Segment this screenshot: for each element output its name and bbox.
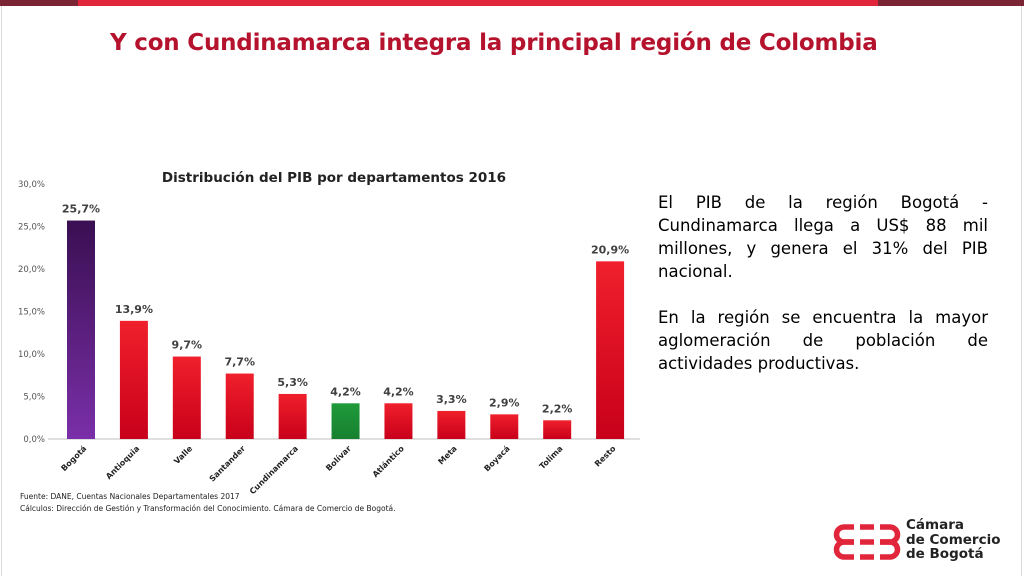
x-tick-label: Boyacá <box>482 444 511 473</box>
x-tick-label: Bogotá <box>59 444 88 473</box>
logo-line-3: de Bogotá <box>906 546 984 562</box>
value-label: 20,9% <box>591 243 629 256</box>
paragraph-gdp: El PIB de la región Bogotá - Cundinamarc… <box>658 193 988 281</box>
slide-title: Y con Cundinamarca integra la principal … <box>110 30 878 56</box>
value-label: 4,2% <box>330 385 361 398</box>
y-tick-label: 10,0% <box>18 350 45 360</box>
paragraph-population: En la región se encuentra la mayor aglom… <box>658 308 988 373</box>
x-tick-label: Atlántico <box>371 444 406 479</box>
bar-boyacá <box>490 414 519 439</box>
bar-atlántico <box>384 403 413 439</box>
ccb-logo: Cámara de Comercio de Bogotá <box>832 518 1012 562</box>
x-tick-label: Bolívar <box>324 444 353 473</box>
value-label: 13,9% <box>115 303 153 316</box>
chart-title: Distribución del PIB por departamentos 2… <box>162 170 506 186</box>
chart-svg: Distribución del PIB por departamentos 2… <box>18 170 640 496</box>
bar-tolima <box>543 420 572 439</box>
y-tick-label: 15,0% <box>18 308 45 318</box>
value-label: 7,7% <box>224 356 255 369</box>
top-bar-accent <box>78 0 878 6</box>
value-label: 5,3% <box>277 376 308 389</box>
logo-line-1: Cámara <box>906 517 964 533</box>
text-panel: El PIB de la región Bogotá - Cundinamarc… <box>658 191 988 398</box>
x-tick-label: Cundinamarca <box>248 444 300 496</box>
ccb-logo-wordmark: Cámara de Comercio de Bogotá <box>906 518 1001 562</box>
bar-resto <box>596 261 625 439</box>
value-labels: 25,7% 13,9% 9,7% 7,7% 5,3% 4,2% 4,2% 3,3% 2,9% 2,… <box>62 203 629 416</box>
y-tick-label: 30,0% <box>18 180 45 190</box>
bar-antioquia <box>119 320 148 439</box>
value-label: 2,9% <box>489 396 520 409</box>
logo-line-2: de Comercio <box>906 531 1001 548</box>
ccb-logo-icon <box>833 524 901 560</box>
y-axis: 0,0% 5,0% 10,0% 15,0% 20,0% 25,0% 30,0% <box>18 180 45 445</box>
value-label: 25,7% <box>62 203 100 216</box>
x-tick-label: Resto <box>593 444 618 469</box>
right-border <box>1021 6 1022 576</box>
y-tick-label: 25,0% <box>18 223 45 233</box>
y-tick-label: 5,0% <box>23 393 45 403</box>
x-axis-labels: Bogotá Antioquia Valle Santander Cundinamarc… <box>59 444 617 496</box>
gdp-bar-chart: Distribución del PIB por departamentos 2… <box>0 160 650 500</box>
calculation-note: Cálculos: Dirección de Gestión y Transfo… <box>20 504 396 513</box>
bar-valle <box>172 356 201 439</box>
x-tick-label: Tolima <box>538 444 565 471</box>
bars <box>67 220 625 439</box>
y-tick-label: 0,0% <box>23 435 45 445</box>
bar-santander <box>225 373 254 439</box>
x-tick-label: Valle <box>172 444 194 466</box>
source-note: Fuente: DANE, Cuentas Nacionales Departa… <box>20 492 240 501</box>
bar-bolívar <box>331 403 360 439</box>
x-tick-label: Antioquia <box>104 444 141 481</box>
value-label: 4,2% <box>383 385 414 398</box>
bar-meta <box>437 410 466 439</box>
y-tick-label: 20,0% <box>18 265 45 275</box>
left-border <box>1 6 2 576</box>
bar-bogotá <box>67 220 95 439</box>
value-label: 2,2% <box>542 402 573 415</box>
bar-cundinamarca <box>278 393 307 439</box>
x-tick-label: Meta <box>436 444 458 466</box>
x-tick-label: Santander <box>208 444 248 484</box>
value-label: 9,7% <box>172 339 203 352</box>
value-label: 3,3% <box>436 393 467 406</box>
